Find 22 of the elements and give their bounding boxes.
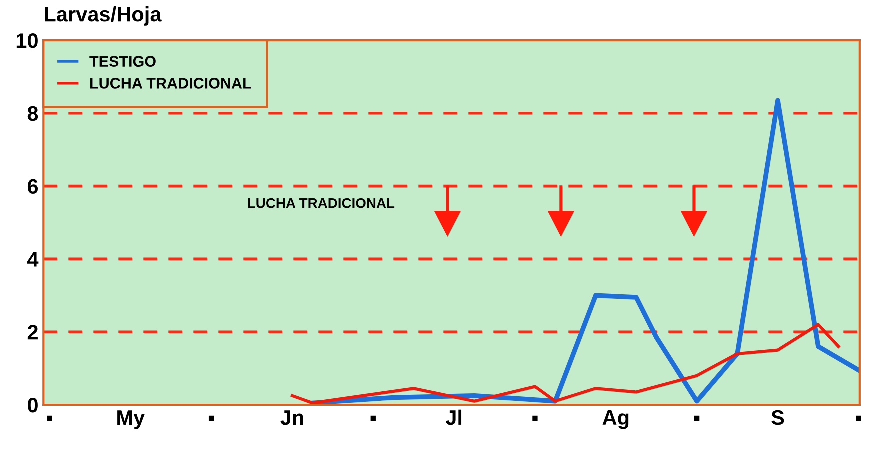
legend-label: TESTIGO <box>90 56 156 67</box>
x-tick-label: ▪ <box>47 416 52 422</box>
x-tick-label: ▪ <box>694 416 700 422</box>
x-tick-label: Jn <box>280 410 304 426</box>
x-tick-label: Ag <box>602 410 629 430</box>
x-tick-label: ▪ <box>532 416 538 422</box>
x-tick-label: ▪ <box>208 416 214 422</box>
y-axis-title: Larvas/Hoja <box>45 6 162 26</box>
legend-label: LUCHA TRADICIONAL <box>90 78 252 89</box>
y-tick-label: 4 <box>28 252 39 267</box>
y-tick-label: 0 <box>28 398 38 413</box>
y-tick-label: 10 <box>16 34 38 48</box>
x-tick-label: ▪ <box>856 416 862 422</box>
y-tick-label: 6 <box>28 179 38 194</box>
annotation: LUCHA TRADICIONAL <box>248 198 395 208</box>
x-tick-label: S <box>772 410 784 426</box>
line-series <box>290 323 840 405</box>
x-tick-label: My <box>118 410 145 430</box>
y-tick-label: 8 <box>28 106 38 122</box>
x-tick-label: Jl <box>446 410 462 426</box>
x-tick-label: ▪ <box>370 416 376 422</box>
y-tick-label: 2 <box>28 325 38 340</box>
